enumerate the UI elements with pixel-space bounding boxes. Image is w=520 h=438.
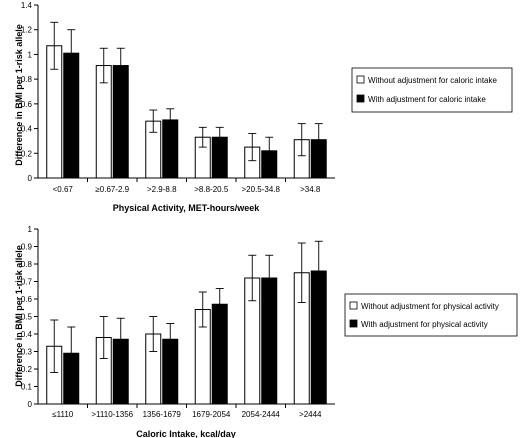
error-bar [116, 317, 125, 361]
error-bar [215, 126, 224, 148]
y-tick-label: 0.7 [21, 278, 33, 287]
y-tick-label: 0.6 [21, 100, 33, 109]
chart2-legend-label-adjusted: With adjustment for physical activity [361, 320, 488, 329]
x-tick-label: 1356-1679 [143, 410, 182, 419]
chart1-legend-frame [351, 67, 513, 113]
y-tick-label: 0.9 [21, 243, 33, 252]
chart2-legend-frame [344, 293, 518, 337]
chart1-legend-swatch-adjusted [356, 94, 365, 103]
error-bar [99, 47, 108, 84]
y-tick-label: 1 [28, 50, 33, 59]
x-tick-label: 1679-2054 [192, 410, 231, 419]
x-tick-label: >1110-1356 [91, 410, 133, 419]
chart1-legend-label-unadjusted: Without adjustment for caloric intake [368, 76, 497, 85]
x-tick-label: >20.5-34.8 [242, 185, 281, 194]
x-tick-label: >34.8 [300, 185, 321, 194]
y-tick-label: 0.3 [21, 348, 33, 357]
error-bar [314, 123, 323, 157]
y-tick-label: 1 [28, 225, 33, 234]
error-bar [198, 126, 207, 148]
error-bar [198, 291, 207, 328]
y-tick-label: 1.4 [21, 1, 33, 10]
y-tick-label: 0 [28, 174, 33, 183]
error-bar [149, 316, 158, 352]
error-bar [166, 108, 175, 132]
y-tick-label: 0.8 [21, 75, 33, 84]
y-tick-label: 0.4 [21, 330, 33, 339]
y-tick-label: 0.8 [21, 260, 33, 269]
x-tick-label: ≤1110 [52, 410, 74, 419]
chart1-legend: Without adjustment for caloric intake Wi… [351, 67, 513, 113]
chart1-legend-swatch-unadjusted [356, 75, 365, 84]
chart2-legend-swatch-adjusted [349, 319, 358, 328]
error-bar [50, 21, 59, 70]
chart-physical-activity: Difference in BMI per 1-risk allele 0 0.2… [14, 1, 513, 213]
error-bar [265, 254, 274, 302]
chart1-legend-label-adjusted: With adjustment for caloric intake [368, 95, 486, 104]
error-bar [297, 123, 306, 157]
x-tick-label: <0.67 [53, 185, 74, 194]
y-tick-label: 0.2 [21, 149, 33, 158]
y-tick-label: 0.5 [21, 313, 33, 322]
chart2-legend-swatch-unadjusted [349, 301, 358, 310]
error-bar [248, 254, 257, 302]
error-bar [99, 316, 108, 359]
error-bar [166, 323, 175, 356]
y-tick-label: 1.2 [21, 26, 33, 35]
y-tick-label: 0.2 [21, 365, 33, 374]
x-tick-label: 2054-2444 [242, 410, 281, 419]
chart1-x-axis-label: Physical Activity, MET-hours/week [113, 203, 261, 213]
y-tick-label: 0 [28, 400, 33, 409]
y-tick-label: 0.6 [21, 295, 33, 304]
x-tick-label: ≥0.67-2.9 [95, 185, 129, 194]
x-tick-label: >2444 [299, 410, 322, 419]
y-tick-label: 0.4 [21, 125, 33, 134]
error-bar [248, 133, 257, 162]
error-bar [67, 326, 76, 380]
chart2-legend: Without adjustment for physical activity… [344, 293, 518, 337]
y-tick-label: 0.1 [21, 383, 33, 392]
error-bar [314, 240, 323, 302]
error-bar [265, 136, 274, 165]
error-bar [67, 29, 76, 78]
error-bar [297, 242, 306, 303]
chart2-x-axis-label: Caloric Intake, kcal/day [136, 429, 236, 438]
error-bar [215, 288, 224, 321]
chart1-y-axis-label: Difference in BMI per 1-risk allele [14, 24, 24, 166]
error-bar [149, 109, 158, 133]
x-tick-label: >2.9-8.8 [147, 185, 177, 194]
chart2-legend-label-unadjusted: Without adjustment for physical activity [361, 302, 499, 311]
error-bar [50, 319, 59, 373]
chart-caloric-intake: Difference in BMI per 1-risk allele 0 0.1… [14, 225, 518, 438]
error-bar [116, 47, 125, 84]
x-tick-label: >8.8-20.5 [194, 185, 229, 194]
chart2-y-axis-label: Difference in BMI per 1-risk allele [14, 245, 24, 387]
